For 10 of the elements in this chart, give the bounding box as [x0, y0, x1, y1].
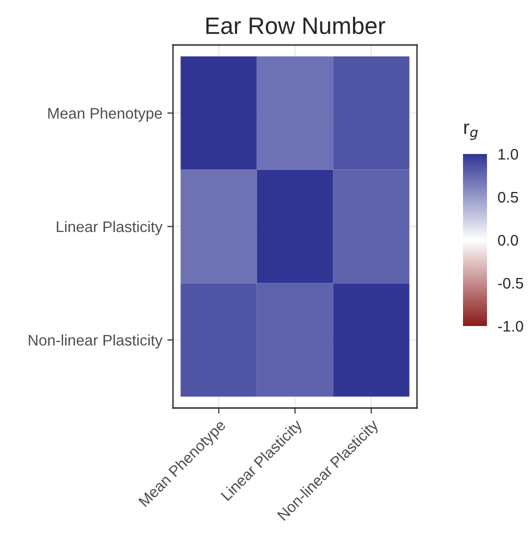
y-tick-label: Mean Phenotype	[48, 108, 162, 122]
y-tick-label: Linear Plasticity	[56, 220, 163, 236]
color-bar-label: 1.0	[498, 148, 518, 160]
color-bar-label: -1.0	[498, 320, 524, 332]
chart-title: Ear Row Number	[206, 16, 386, 34]
color-bar-label: -0.5	[498, 278, 524, 289]
color-bar-title: r$_{g}$	[464, 123, 478, 140]
color-bar-label: 0.0	[498, 234, 518, 246]
color-bar-label: 0.5	[498, 192, 518, 203]
y-tick-label: Non-linear Plasticity	[28, 334, 163, 349]
